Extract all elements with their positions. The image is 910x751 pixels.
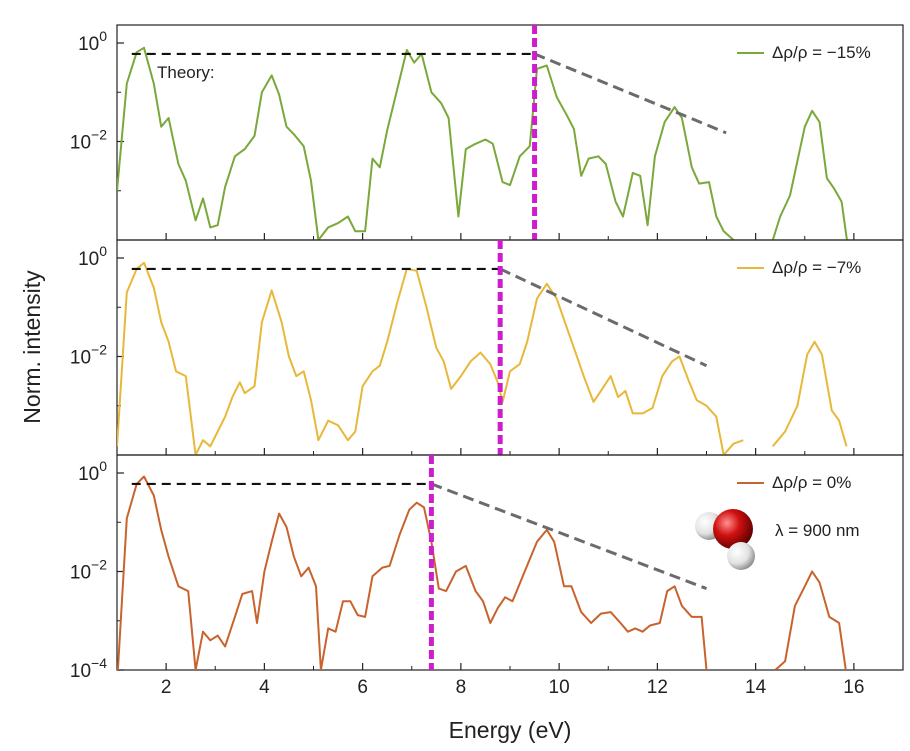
wavelength-label: λ = 900 nm	[775, 521, 860, 540]
x-tick-label: 4	[259, 677, 270, 698]
y-tick-exponent: 0	[99, 458, 107, 474]
x-tick-label: 12	[647, 677, 668, 698]
panel-plot-area	[117, 475, 847, 670]
x-tick-label: 2	[161, 677, 172, 698]
x-tick-label: 14	[745, 677, 767, 698]
y-tick-exponent: 0	[99, 28, 107, 44]
y-tick-base: 10	[70, 348, 91, 369]
y-tick-base: 10	[70, 563, 91, 584]
x-tick-label: 10	[549, 677, 570, 698]
legend-label: Δρ/ρ = −15%	[772, 43, 871, 62]
y-tick-exponent: −2	[91, 127, 107, 143]
x-axis-label: Energy (eV)	[449, 717, 572, 743]
x-tick-label: 6	[357, 677, 368, 698]
y-tick-exponent: −2	[91, 342, 107, 358]
y-tick-base: 10	[70, 133, 91, 154]
hydrogen-atom-icon	[727, 542, 755, 570]
y-tick-base: 10	[78, 464, 99, 485]
y-tick-exponent: −2	[91, 557, 107, 573]
cutoff-slope-line	[499, 267, 708, 368]
y-tick-label: 10−2	[70, 342, 107, 369]
panel-plot-area	[117, 261, 848, 455]
cutoff-slope-line	[533, 52, 727, 135]
y-tick-label: 100	[78, 28, 107, 55]
spectrum-line-tail	[772, 340, 848, 447]
spectrum-line	[117, 261, 744, 455]
spectrum-line-tail	[760, 109, 848, 240]
y-tick-base: 10	[78, 34, 99, 55]
y-tick-exponent: −4	[91, 655, 107, 671]
legend-label: Δρ/ρ = −7%	[772, 258, 861, 277]
water-molecule-icon	[695, 509, 755, 570]
oxygen-atom-icon	[713, 509, 753, 549]
legend-label: Δρ/ρ = 0%	[772, 473, 851, 492]
cutoff-slope-line	[430, 482, 708, 590]
x-tick-label: 8	[456, 677, 467, 698]
y-tick-label: 10−2	[70, 557, 107, 584]
panel-plot-area	[117, 46, 848, 240]
y-tick-label: 100	[78, 458, 107, 485]
x-tick-label: 16	[843, 677, 864, 698]
y-tick-label: 10−4	[70, 655, 107, 682]
spectrum-line	[117, 475, 708, 670]
y-tick-base: 10	[70, 661, 91, 682]
y-tick-label: 10−2	[70, 127, 107, 154]
y-tick-label: 100	[78, 243, 107, 270]
y-tick-exponent: 0	[99, 243, 107, 259]
y-axis-label: Norm. intensity	[19, 270, 45, 424]
spectrum-line	[117, 46, 735, 240]
theory-label: Theory:	[157, 63, 215, 82]
y-tick-base: 10	[78, 249, 99, 270]
spectrum-line-tail	[774, 570, 847, 670]
